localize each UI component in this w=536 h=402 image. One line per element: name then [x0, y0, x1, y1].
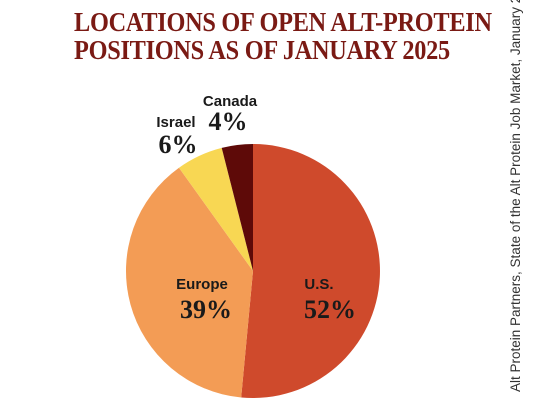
- slice-value-canada: 4%: [209, 107, 248, 136]
- pie-slice-europe: [125, 167, 253, 398]
- pie-slice-israel: [178, 147, 253, 271]
- slice-value-u-s: 52%: [304, 295, 356, 324]
- slice-value-israel: 6%: [159, 130, 198, 159]
- source-note: Alt Protein Partners, State of the Alt P…: [508, 0, 523, 392]
- pie-slice-u-s: [241, 144, 380, 398]
- pie-slice-canada: [221, 144, 253, 271]
- chart-title: LOCATIONS OF OPEN ALT-PROTEIN POSITIONS …: [74, 7, 492, 65]
- slice-label-israel: Israel: [156, 114, 195, 131]
- slice-label-canada: Canada: [203, 93, 258, 110]
- chart-title-line-1: LOCATIONS OF OPEN ALT-PROTEIN: [74, 7, 492, 37]
- slice-label-europe: Europe: [176, 276, 228, 293]
- slice-value-europe: 39%: [180, 295, 232, 324]
- chart-title-line-2: POSITIONS AS OF JANUARY 2025: [74, 35, 450, 65]
- slice-label-u-s: U.S.: [304, 276, 333, 293]
